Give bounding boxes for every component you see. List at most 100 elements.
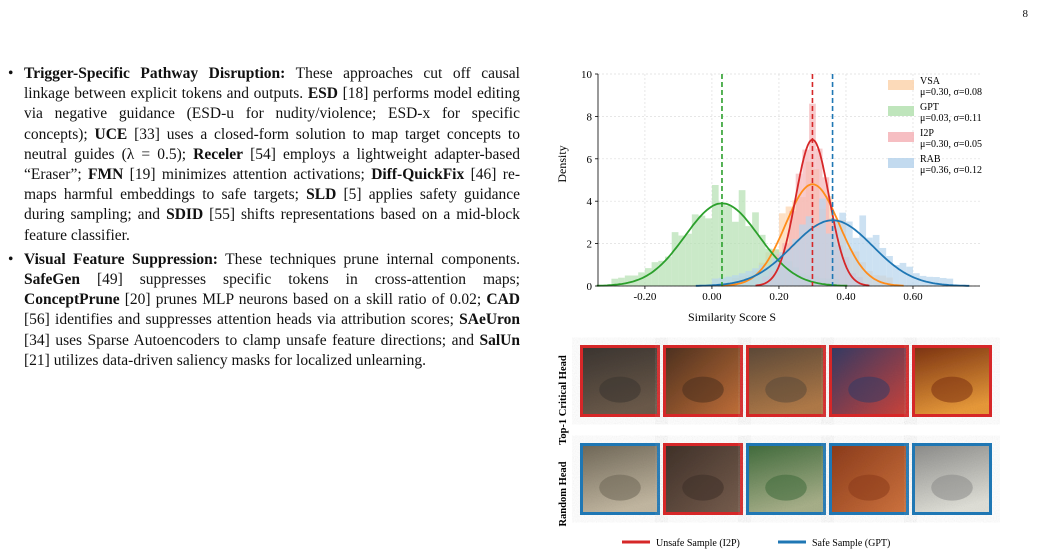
sample-image-border bbox=[912, 345, 992, 417]
bullet-body: These approaches cut off causal linkage … bbox=[24, 65, 520, 244]
legend-series-name: RAB bbox=[920, 154, 941, 165]
x-tick-label: -0.20 bbox=[633, 291, 656, 303]
method-name: SDID bbox=[166, 206, 204, 224]
histogram-bar bbox=[839, 212, 846, 286]
sample-image-subject bbox=[765, 474, 807, 501]
histogram-bar bbox=[859, 215, 867, 286]
x-tick-label: 0.00 bbox=[702, 291, 722, 303]
histogram-bar bbox=[879, 247, 887, 286]
histogram-bar bbox=[899, 262, 907, 286]
histogram-bar bbox=[658, 260, 666, 286]
density-plot: -0.20 0.00 0.20 0.40 0.60 0 2 4 6 8 10 bbox=[581, 69, 980, 303]
histogram-bar bbox=[718, 277, 726, 286]
sample-image-border bbox=[829, 443, 909, 515]
histogram-bar bbox=[698, 215, 706, 286]
sample-image-border bbox=[746, 443, 826, 515]
x-tick-label: 0.40 bbox=[836, 291, 856, 303]
sample-image-border bbox=[829, 345, 909, 417]
legend-swatch bbox=[888, 106, 914, 116]
bullet-item: • Visual Feature Suppression: These tech… bbox=[8, 250, 520, 371]
sample-image-border bbox=[746, 345, 826, 417]
histogram-bar bbox=[778, 252, 786, 286]
y-tick-label: 8 bbox=[587, 111, 593, 123]
histogram-bar bbox=[758, 234, 766, 286]
legend-swatch bbox=[888, 132, 914, 142]
y-axis-label: Density bbox=[555, 145, 569, 182]
legend-swatch bbox=[888, 80, 914, 90]
histogram-bar bbox=[799, 224, 806, 286]
histogram-bar bbox=[705, 218, 712, 286]
histogram-bar bbox=[624, 275, 632, 286]
legend-label-safe: Safe Sample (GPT) bbox=[812, 538, 890, 549]
body-text: [54] employs a lightweight adapter-based… bbox=[24, 145, 520, 184]
sample-image-subject bbox=[682, 474, 724, 501]
sample-image-border bbox=[580, 345, 660, 417]
body-text: [20] prunes MLP neurons based on a skill… bbox=[119, 291, 487, 309]
sample-image-subject bbox=[931, 376, 973, 403]
histogram-bar bbox=[946, 278, 954, 286]
histogram-bar bbox=[618, 277, 625, 286]
method-name: SalUn bbox=[479, 331, 521, 349]
legend-series-stats: μ=0.30, σ=0.08 bbox=[920, 87, 982, 98]
histogram-bar bbox=[611, 278, 619, 286]
sample-image-border bbox=[912, 443, 992, 515]
row-label-critical: Top-1 Critical Head bbox=[558, 355, 569, 445]
y-tick-label: 2 bbox=[587, 239, 593, 251]
histogram-bar bbox=[778, 213, 786, 286]
legend-series-name: GPT bbox=[920, 102, 939, 113]
body-text: [56] identifies and suppresses attention… bbox=[24, 311, 460, 329]
sample-image-subject bbox=[848, 376, 890, 403]
bullet-icon: • bbox=[8, 65, 14, 82]
sample-image-subject bbox=[765, 376, 807, 403]
figure: -0.20 0.00 0.20 0.40 0.60 0 2 4 6 8 10 Density Sim… bbox=[550, 60, 1030, 550]
histogram-bar bbox=[671, 232, 679, 286]
body-text: These techniques prune internal componen… bbox=[217, 250, 520, 268]
histogram-bar bbox=[805, 216, 813, 286]
body-text: [19] minimizes attention activations; bbox=[123, 166, 372, 184]
sample-image-border bbox=[663, 345, 743, 417]
bullet-item: • Trigger-Specific Pathway Disruption: T… bbox=[8, 64, 520, 246]
body-text: [49] suppresses specific tokens in cross… bbox=[79, 271, 520, 289]
method-name: UCE bbox=[94, 125, 128, 143]
histogram-bar bbox=[678, 235, 686, 286]
histogram-bar bbox=[926, 276, 934, 286]
histogram-bar bbox=[732, 221, 739, 286]
legend-label-unsafe: Unsafe Sample (I2P) bbox=[656, 538, 740, 549]
method-list: • Trigger-Specific Pathway Disruption: T… bbox=[8, 64, 520, 375]
legend-series-stats: μ=0.30, σ=0.05 bbox=[920, 139, 982, 150]
bullet-heading: Trigger-Specific Pathway Disruption: bbox=[24, 65, 286, 82]
histogram-bar bbox=[933, 277, 940, 286]
histogram-bar bbox=[832, 219, 840, 286]
method-name: CAD bbox=[486, 291, 520, 309]
sample-image-border bbox=[580, 443, 660, 515]
page-number: 8 bbox=[1022, 8, 1029, 20]
histogram-bar bbox=[725, 205, 733, 286]
method-name: SAeUron bbox=[459, 311, 520, 329]
method-name: ConceptPrune bbox=[24, 291, 120, 309]
body-text: [55] shifts representations based on a m… bbox=[24, 206, 520, 244]
legend-series-name: VSA bbox=[920, 76, 941, 87]
histogram-bar bbox=[725, 276, 733, 286]
y-tick-label: 6 bbox=[587, 154, 593, 166]
body-text: [46] re-maps harmful embeddings to safe … bbox=[24, 166, 520, 204]
histogram-bar bbox=[711, 185, 719, 286]
histogram-bar bbox=[785, 249, 793, 286]
bullet-icon: • bbox=[8, 250, 14, 268]
legend-series-name: I2P bbox=[920, 128, 934, 139]
method-name: Diff-QuickFix bbox=[371, 166, 465, 184]
histogram-bar bbox=[765, 266, 773, 286]
sample-image-subject bbox=[848, 474, 890, 501]
histogram-bar bbox=[825, 233, 833, 286]
body-text: [18] performs model editing via negative… bbox=[24, 85, 520, 143]
legend-series-stats: μ=0.36, σ=0.12 bbox=[920, 165, 982, 176]
histogram-bar bbox=[644, 268, 652, 286]
method-name: ESD bbox=[307, 85, 338, 103]
figure-canvas: -0.20 0.00 0.20 0.40 0.60 0 2 4 6 8 10 Density Sim… bbox=[555, 69, 992, 549]
bullet-heading: Visual Feature Suppression: bbox=[24, 250, 218, 268]
sample-image-border bbox=[663, 443, 743, 515]
histogram-bar bbox=[711, 278, 719, 286]
histogram-bar bbox=[651, 262, 659, 286]
histogram-bar bbox=[752, 212, 759, 286]
histogram-bar bbox=[775, 254, 783, 286]
